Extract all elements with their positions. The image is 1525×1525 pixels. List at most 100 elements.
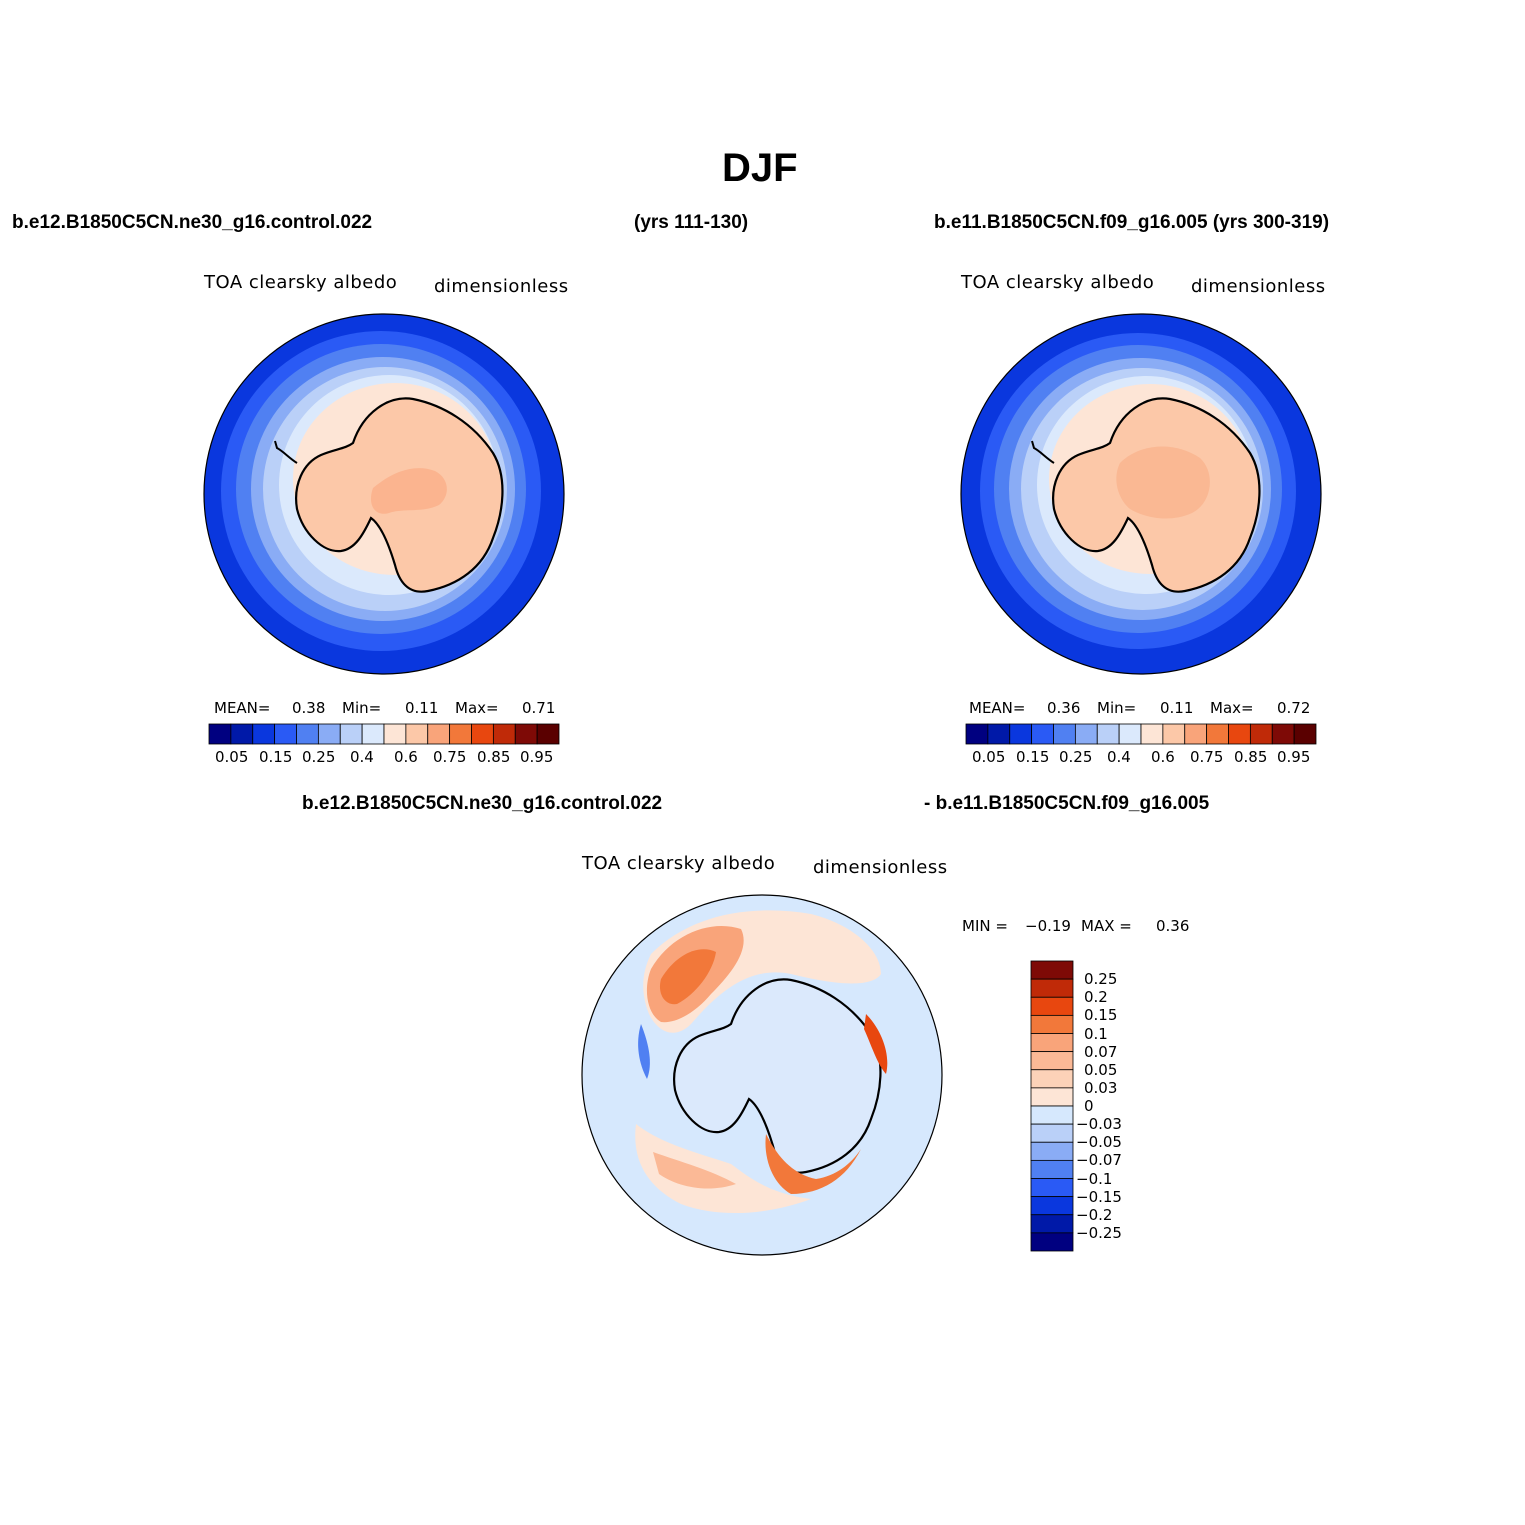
colorbar-swatch (1293, 723, 1317, 745)
colorbar-tick: 0.15 (1016, 748, 1050, 766)
colorbar-swatch (317, 723, 341, 745)
colorbar-swatch (1030, 1105, 1074, 1125)
diff-run-label-a: b.e12.B1850C5CN.ne30_g16.control.022 (302, 793, 663, 814)
colorbar-swatch (1030, 1159, 1074, 1179)
colorbar-swatch (405, 723, 429, 745)
panel1-mean-value: 0.38 (292, 699, 326, 717)
panel3-units: dimensionless (813, 857, 948, 878)
colorbar-swatch (361, 723, 385, 745)
diff-negative-peninsula (638, 1024, 650, 1079)
panel1-max-label: Max= (455, 699, 499, 717)
colorbar-tick: 0 (1084, 1097, 1094, 1115)
colorbar-swatch (449, 723, 472, 745)
plateau-high-albedo (370, 468, 447, 514)
panel3-min-label: MIN = (962, 917, 1008, 935)
colorbar-swatch (1030, 1178, 1074, 1198)
panel2-colorbar (965, 723, 1317, 745)
colorbar-swatch (1030, 978, 1074, 998)
colorbar-tick: −0.05 (1076, 1133, 1122, 1152)
panel1-min-value: 0.11 (405, 699, 439, 717)
colorbar-swatch (230, 723, 254, 745)
colorbar-tick: −0.07 (1076, 1151, 1122, 1170)
colorbar-tick: 0.95 (520, 748, 554, 766)
colorbar-swatch (1030, 1014, 1074, 1034)
colorbar-tick: 0.85 (1234, 748, 1268, 766)
colorbar-swatch (1030, 1123, 1074, 1143)
colorbar-tick: 0.75 (1190, 748, 1224, 766)
colorbar-tick: 0.4 (350, 748, 374, 766)
colorbar-swatch (427, 723, 451, 745)
colorbar-swatch (1030, 1214, 1074, 1234)
colorbar-tick: 0.15 (259, 748, 293, 766)
colorbar-swatch (1118, 723, 1142, 745)
panel3-max-value: 0.36 (1156, 917, 1190, 935)
diff-positive-patch-south (653, 1152, 736, 1189)
colorbar-tick: −0.25 (1076, 1223, 1122, 1242)
panel3-variable: TOA clearsky albedo (582, 853, 776, 874)
plateau-high-albedo (1116, 446, 1210, 519)
colorbar-swatch (252, 723, 276, 745)
colorbar-tick: 0.25 (302, 748, 336, 766)
panel2-min-value: 0.11 (1160, 699, 1194, 717)
panel2-mean-value: 0.36 (1047, 699, 1081, 717)
colorbar-tick: 0.25 (1059, 748, 1093, 766)
diff-positive-max (659, 949, 716, 1005)
colorbar-swatch (1030, 1069, 1074, 1089)
colorbar-tick: 0.6 (394, 748, 418, 766)
panel1-colorbar-ticks: 0.05 0.15 0.25 0.4 0.6 0.75 0.85 0.95 (209, 748, 559, 768)
colorbar-swatch (492, 723, 516, 745)
colorbar-tick: −0.15 (1076, 1187, 1122, 1206)
colorbar-swatch (208, 723, 232, 745)
panel2-min-label: Min= (1097, 699, 1137, 717)
diff-coastal-max-east (864, 1014, 888, 1074)
colorbar-swatch (1053, 723, 1076, 745)
colorbar-swatch (965, 723, 989, 745)
colorbar-swatch (1096, 723, 1120, 745)
panel2-polar-map (960, 313, 1322, 675)
colorbar-swatch (1030, 1196, 1074, 1216)
colorbar-tick: 0.75 (433, 748, 467, 766)
colorbar-swatch (274, 723, 297, 745)
diff-coastal-max-south (765, 1134, 861, 1194)
colorbar-swatch (1030, 1087, 1074, 1107)
diff-run-label-b: - b.e11.B1850C5CN.f09_g16.005 (924, 793, 1210, 814)
colorbar-tick: −0.03 (1076, 1115, 1122, 1134)
run-label-left: b.e12.B1850C5CN.ne30_g16.control.022 (12, 212, 373, 233)
panel3-colorbar (1030, 960, 1074, 1252)
colorbar-swatch (339, 723, 363, 745)
panel3-colorbar-ticks: 0.25 0.2 0.15 0.1 0.07 0.05 0.03 0 −0.03 −0.05 −0.… (1076, 961, 1156, 1251)
colorbar-swatch (1009, 723, 1033, 745)
colorbar-swatch (536, 723, 560, 745)
diff-positive-band-south (635, 1124, 811, 1214)
run-years-left: (yrs 111-130) (634, 212, 749, 233)
colorbar-swatch (471, 723, 494, 745)
panel1-max-value: 0.71 (522, 699, 556, 717)
map-border (960, 313, 1322, 675)
colorbar-swatch (1030, 1232, 1074, 1252)
colorbar-tick: 0.85 (477, 748, 511, 766)
panel1-mean-label: MEAN= (214, 699, 271, 717)
colorbar-tick: −0.2 (1076, 1205, 1113, 1224)
colorbar-tick: 0.4 (1107, 748, 1131, 766)
antarctica-land (1052, 397, 1261, 593)
map-border (203, 313, 565, 675)
colorbar-swatch (1162, 723, 1186, 745)
peninsula-coast (274, 440, 298, 464)
colorbar-tick: −0.1 (1076, 1169, 1113, 1188)
peninsula-coast (1031, 440, 1055, 464)
panel2-max-label: Max= (1210, 699, 1254, 717)
panel2-mean-label: MEAN= (969, 699, 1026, 717)
colorbar-tick: 0.03 (1084, 1078, 1118, 1097)
figure-title: DJF (722, 146, 798, 190)
colorbar-swatch (1030, 1051, 1074, 1071)
panel1-colorbar (208, 723, 560, 745)
colorbar-swatch (1031, 723, 1054, 745)
run-label-right: b.e11.B1850C5CN.f09_g16.005 (yrs 300-319… (934, 212, 1330, 233)
colorbar-tick: 0.05 (1084, 1060, 1118, 1079)
colorbar-swatch (1228, 723, 1251, 745)
panel1-units: dimensionless (434, 276, 569, 297)
colorbar-swatch (1140, 723, 1164, 745)
colorbar-swatch (1074, 723, 1098, 745)
colorbar-tick: 0.95 (1277, 748, 1311, 766)
colorbar-swatch (1271, 723, 1295, 745)
